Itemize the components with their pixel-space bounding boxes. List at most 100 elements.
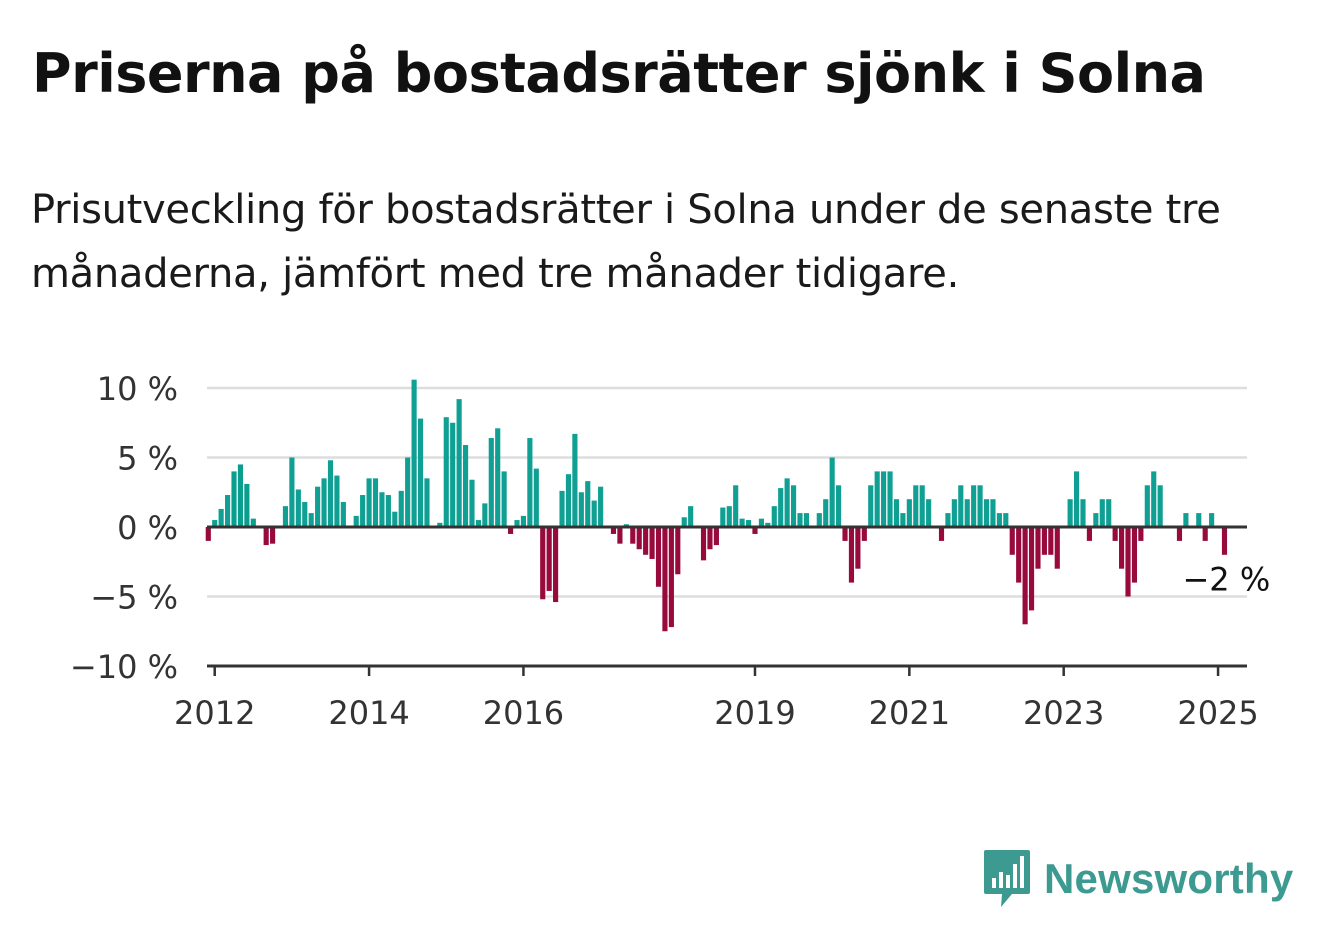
bar — [1073, 471, 1080, 527]
bar — [392, 511, 398, 527]
bar — [700, 527, 707, 561]
bar — [951, 499, 957, 527]
bar — [655, 527, 662, 587]
bar — [1022, 527, 1028, 625]
bar — [385, 495, 391, 527]
bar — [334, 475, 340, 527]
bar — [1196, 513, 1202, 527]
bar — [302, 501, 308, 527]
bar — [745, 520, 752, 527]
bar — [250, 518, 256, 527]
bar — [630, 527, 636, 544]
bar — [971, 485, 977, 527]
bar — [765, 522, 771, 527]
bar — [559, 490, 565, 527]
bar — [501, 471, 507, 527]
bar — [462, 444, 469, 527]
bar — [649, 527, 655, 559]
bar — [424, 478, 430, 527]
bar — [823, 499, 829, 527]
chart-subtitle: Prisutveckling för bostadsrätter i Solna… — [31, 187, 1221, 297]
bar — [508, 527, 514, 534]
x-tick-label: 2023 — [1023, 694, 1104, 732]
bar — [1028, 527, 1035, 611]
bar — [990, 499, 996, 527]
y-tick-label: −10 % — [70, 648, 178, 686]
bar — [533, 468, 539, 527]
bar — [315, 486, 321, 527]
bar — [797, 513, 803, 527]
bar — [668, 527, 674, 628]
bar — [398, 490, 404, 527]
bar — [372, 478, 379, 527]
bar — [938, 527, 945, 541]
bar — [945, 513, 951, 527]
bar — [437, 522, 443, 527]
x-tick-label: 2016 — [483, 694, 564, 732]
bar — [475, 520, 481, 527]
bar — [244, 483, 250, 527]
bar — [784, 478, 790, 527]
bar — [405, 457, 411, 527]
bar — [983, 499, 990, 527]
bar — [617, 527, 623, 544]
bar — [848, 527, 855, 583]
bar — [1067, 499, 1073, 527]
bar — [469, 479, 475, 527]
bar — [1086, 527, 1092, 541]
bar — [270, 527, 276, 544]
x-tick-label: 2021 — [869, 694, 950, 732]
bar — [1183, 513, 1189, 527]
bar — [553, 527, 559, 603]
bar — [977, 485, 983, 527]
bar — [758, 518, 764, 527]
bar — [411, 379, 417, 527]
bar — [225, 495, 231, 527]
bar — [868, 485, 874, 527]
bar — [778, 488, 784, 527]
bar — [1080, 499, 1086, 527]
bar — [913, 485, 919, 527]
bar — [488, 438, 494, 527]
bar — [366, 478, 372, 527]
bar — [237, 464, 244, 527]
bar — [720, 507, 726, 527]
bar — [308, 513, 314, 527]
bar — [707, 527, 713, 550]
bar — [1009, 527, 1015, 555]
bar — [282, 506, 289, 527]
bar — [1099, 499, 1105, 527]
bar — [321, 478, 327, 527]
bar — [636, 527, 642, 550]
bar — [675, 527, 681, 575]
bar — [1048, 527, 1054, 555]
bar — [482, 503, 488, 527]
bar — [340, 501, 346, 527]
bar — [893, 499, 900, 527]
bar — [1202, 527, 1208, 541]
bar — [861, 527, 867, 541]
bar — [495, 428, 501, 527]
bar — [816, 513, 822, 527]
bar — [1054, 527, 1060, 569]
bar-chart: 10 % 5 % 0 % −5 % −10 % 2012 2014 2016 2019 2021 2… — [70, 370, 1273, 732]
y-tick-label: 0 % — [117, 509, 178, 547]
bar — [514, 520, 520, 527]
bar — [1209, 513, 1215, 527]
bar — [733, 485, 739, 527]
bar — [713, 527, 719, 546]
x-tick-label: 2019 — [714, 694, 795, 732]
bar — [662, 527, 668, 632]
annotation-label: −2 % — [1182, 561, 1270, 599]
bar — [1157, 485, 1163, 527]
bar — [836, 485, 842, 527]
bar — [855, 527, 861, 569]
bar — [565, 474, 572, 527]
bar — [790, 485, 797, 527]
y-tick-label: 5 % — [117, 440, 178, 478]
bar — [205, 527, 211, 541]
bar — [1106, 499, 1112, 527]
bar — [353, 515, 359, 527]
bar — [887, 471, 893, 527]
bar — [1176, 527, 1183, 541]
